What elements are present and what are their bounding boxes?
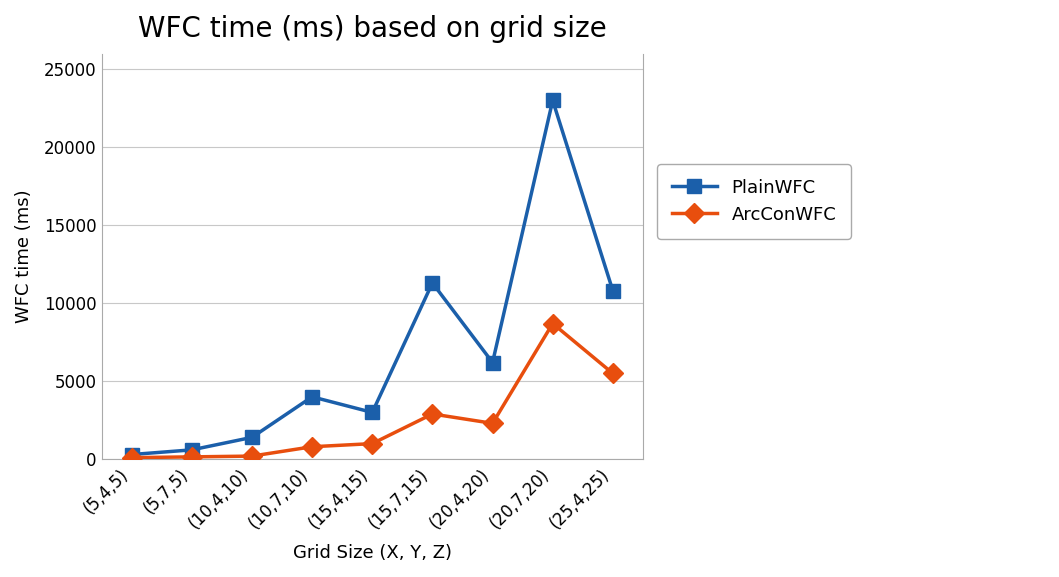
PlainWFC xyxy=(306,394,319,400)
PlainWFC xyxy=(486,359,499,366)
ArcConWFC xyxy=(125,454,138,461)
PlainWFC xyxy=(246,434,258,441)
ArcConWFC xyxy=(185,454,198,460)
ArcConWFC xyxy=(607,370,620,377)
Line: PlainWFC: PlainWFC xyxy=(125,93,620,462)
X-axis label: Grid Size (X, Y, Z): Grid Size (X, Y, Z) xyxy=(292,544,452,562)
ArcConWFC xyxy=(426,410,438,417)
Legend: PlainWFC, ArcConWFC: PlainWFC, ArcConWFC xyxy=(658,164,850,238)
ArcConWFC xyxy=(306,443,319,450)
Y-axis label: WFC time (ms): WFC time (ms) xyxy=(15,190,33,323)
ArcConWFC xyxy=(546,320,559,327)
PlainWFC xyxy=(426,279,438,286)
Title: WFC time (ms) based on grid size: WFC time (ms) based on grid size xyxy=(138,15,607,43)
PlainWFC xyxy=(366,409,379,416)
Line: ArcConWFC: ArcConWFC xyxy=(125,317,620,464)
ArcConWFC xyxy=(246,452,258,459)
PlainWFC xyxy=(607,287,620,294)
ArcConWFC xyxy=(366,440,379,447)
ArcConWFC xyxy=(486,420,499,427)
PlainWFC xyxy=(125,451,138,458)
PlainWFC xyxy=(546,97,559,104)
PlainWFC xyxy=(185,447,198,454)
